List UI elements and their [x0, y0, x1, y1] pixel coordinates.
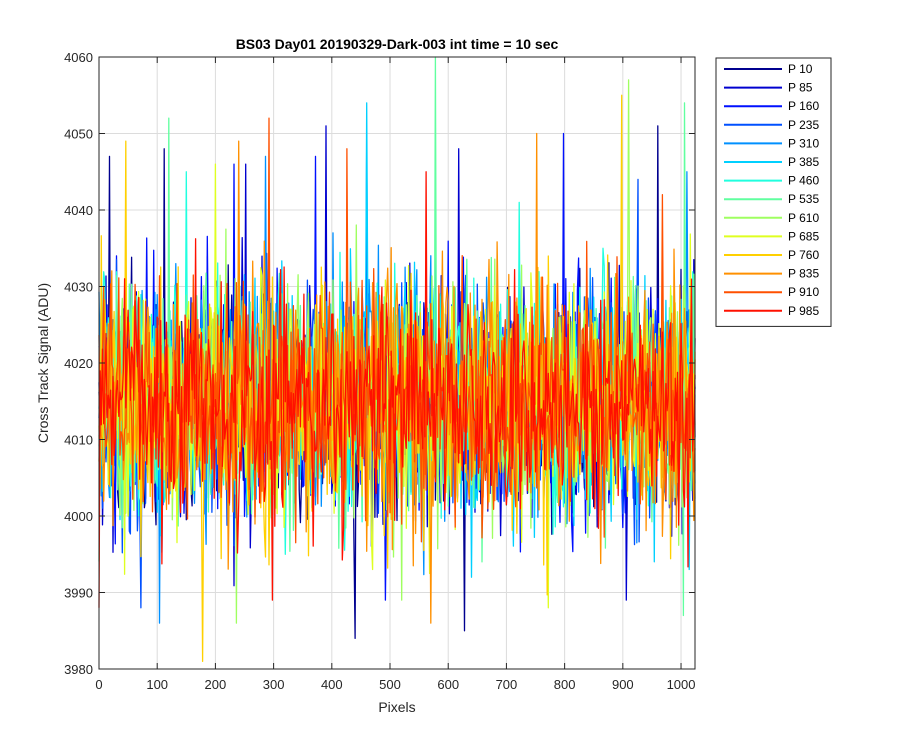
- x-tick-label: 500: [379, 677, 401, 692]
- x-tick-label: 900: [612, 677, 634, 692]
- y-axis: 3980 3990 4000 4010 4020 4030 4040 4050 4060: [64, 50, 695, 677]
- chart-title: BS03 Day01 20190329-Dark-003 int time = …: [236, 36, 559, 52]
- x-axis: 0 100 200 300 400 500 600 700 800 900 1000: [95, 57, 695, 692]
- y-tick-label: 4050: [64, 127, 93, 142]
- y-tick-label: 4020: [64, 356, 93, 371]
- x-axis-label: Pixels: [378, 699, 415, 715]
- x-tick-label: 100: [146, 677, 168, 692]
- y-tick-label: 3980: [64, 662, 93, 677]
- legend-label: P 385: [788, 155, 819, 169]
- legend-label: P 610: [788, 211, 819, 225]
- x-tick-label: 300: [263, 677, 285, 692]
- legend-label: P 235: [788, 118, 819, 132]
- legend-label: P 85: [788, 81, 813, 95]
- legend-label: P 685: [788, 229, 819, 243]
- x-tick-label: 0: [95, 677, 102, 692]
- y-tick-label: 4040: [64, 203, 93, 218]
- y-axis-label: Cross Track Signal (ADU): [35, 283, 51, 443]
- x-tick-label: 700: [496, 677, 518, 692]
- legend-box: [715, 57, 832, 327]
- legend-label: P 310: [788, 136, 819, 150]
- x-tick-label: 1000: [667, 677, 696, 692]
- legend-label: P 160: [788, 99, 819, 113]
- series-line-p-985: [98, 171, 696, 608]
- x-tick-label: 400: [321, 677, 343, 692]
- x-tick-label: 800: [554, 677, 576, 692]
- y-tick-label: 4010: [64, 433, 93, 448]
- legend-label: P 535: [788, 192, 819, 206]
- y-tick-label: 4000: [64, 509, 93, 524]
- legend-label: P 985: [788, 304, 819, 318]
- legend-label: P 760: [788, 248, 819, 262]
- x-tick-label: 600: [437, 677, 459, 692]
- x-tick-label: 200: [205, 677, 227, 692]
- y-tick-label: 4030: [64, 280, 93, 295]
- legend-label: P 835: [788, 267, 819, 281]
- y-tick-label: 4060: [64, 50, 93, 65]
- legend-label: P 910: [788, 285, 819, 299]
- legend-label: P 10: [788, 62, 813, 76]
- legend: P 10 P 85 P 160 P 235 P 310 P 385 P 460 P 535 P …: [715, 57, 832, 327]
- y-tick-label: 3990: [64, 586, 93, 601]
- legend-label: P 460: [788, 174, 819, 188]
- series-layer: [98, 56, 696, 663]
